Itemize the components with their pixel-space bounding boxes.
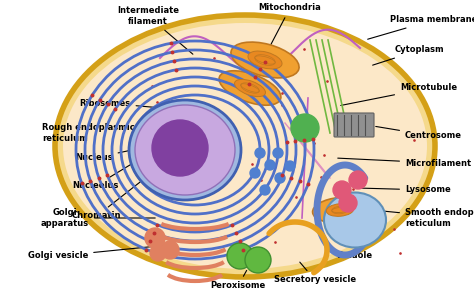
Circle shape bbox=[333, 181, 351, 199]
Text: Vacuole: Vacuole bbox=[337, 241, 374, 260]
Text: Rough endoplasmic
reticulum: Rough endoplasmic reticulum bbox=[42, 123, 138, 143]
Circle shape bbox=[152, 120, 208, 176]
Text: Smooth endoplasmic
reticulum: Smooth endoplasmic reticulum bbox=[375, 208, 474, 228]
Text: Intermediate
filament: Intermediate filament bbox=[117, 6, 193, 54]
Text: Nucleolus: Nucleolus bbox=[72, 149, 155, 190]
Text: Chromatin: Chromatin bbox=[72, 170, 156, 221]
Ellipse shape bbox=[63, 23, 427, 269]
FancyBboxPatch shape bbox=[334, 113, 374, 137]
Circle shape bbox=[260, 185, 270, 195]
Text: Nucleus: Nucleus bbox=[75, 150, 129, 162]
Circle shape bbox=[161, 241, 179, 259]
Ellipse shape bbox=[312, 197, 367, 223]
Ellipse shape bbox=[135, 105, 235, 195]
Text: Mitochondria: Mitochondria bbox=[259, 4, 321, 48]
Text: Ribosomes: Ribosomes bbox=[80, 99, 182, 110]
Circle shape bbox=[265, 160, 275, 170]
Text: Secretory vesicle: Secretory vesicle bbox=[274, 262, 356, 285]
Text: Peroxisome: Peroxisome bbox=[210, 270, 265, 291]
Ellipse shape bbox=[55, 15, 435, 277]
Text: Centrosome: Centrosome bbox=[376, 126, 462, 140]
Text: Lysosome: Lysosome bbox=[360, 185, 451, 195]
Text: Plasma membrane: Plasma membrane bbox=[368, 15, 474, 39]
Circle shape bbox=[349, 171, 367, 189]
Ellipse shape bbox=[231, 42, 299, 78]
Circle shape bbox=[273, 148, 283, 158]
Ellipse shape bbox=[168, 157, 188, 167]
Ellipse shape bbox=[235, 79, 265, 97]
Text: Golgi vesicle: Golgi vesicle bbox=[28, 246, 155, 260]
Circle shape bbox=[275, 173, 285, 183]
Circle shape bbox=[150, 245, 166, 261]
Circle shape bbox=[145, 228, 165, 248]
Ellipse shape bbox=[326, 204, 354, 216]
Ellipse shape bbox=[324, 193, 386, 248]
Text: Microfilament: Microfilament bbox=[338, 158, 471, 167]
Circle shape bbox=[245, 247, 271, 273]
Circle shape bbox=[339, 194, 357, 212]
Ellipse shape bbox=[129, 100, 241, 200]
Ellipse shape bbox=[186, 132, 204, 140]
Circle shape bbox=[227, 243, 253, 269]
Ellipse shape bbox=[163, 131, 188, 149]
Circle shape bbox=[255, 148, 265, 158]
Text: Microtubule: Microtubule bbox=[341, 83, 457, 105]
Circle shape bbox=[250, 168, 260, 178]
Ellipse shape bbox=[182, 147, 202, 159]
Ellipse shape bbox=[219, 71, 281, 105]
Circle shape bbox=[285, 161, 295, 171]
Circle shape bbox=[291, 114, 319, 142]
Text: Golgi
apparatus: Golgi apparatus bbox=[41, 208, 155, 228]
Ellipse shape bbox=[248, 51, 282, 69]
Text: Cytoplasm: Cytoplasm bbox=[373, 46, 445, 65]
